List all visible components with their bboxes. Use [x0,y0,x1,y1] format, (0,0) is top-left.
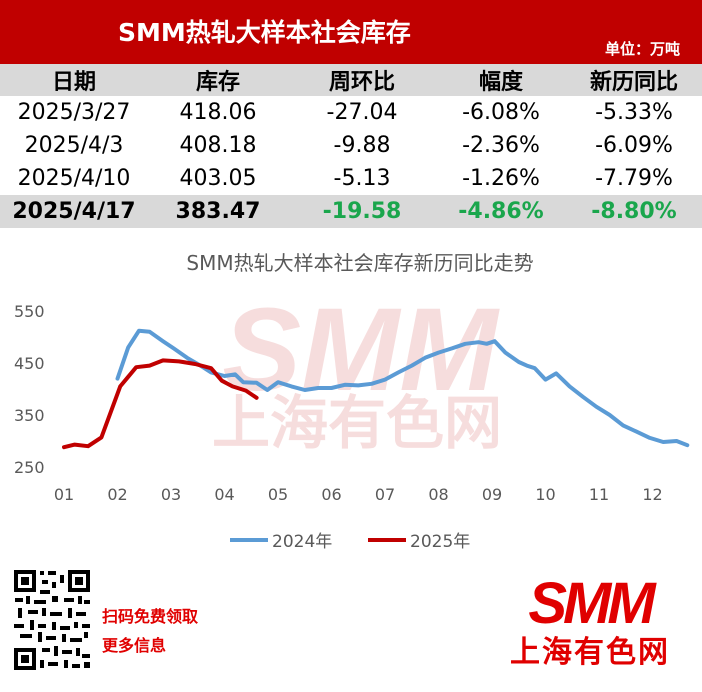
table-row: 2025/4/10 403.05 -5.13 -1.26% -7.79% [0,162,702,195]
x-tick-label: 09 [482,485,502,504]
col-header-wow: 周环比 [288,64,436,96]
cell-pct: -1.26% [462,166,540,191]
series-line-2024年 [115,328,690,448]
watermark: SMM 上海有色网 [212,284,502,457]
cell-inventory: 403.05 [179,166,257,191]
watermark-chinese: 上海有色网 [212,389,502,457]
y-tick-label: 350 [14,406,45,425]
y-axis: 250 350 450 550 [14,302,45,477]
logo-latin: SMM [528,571,655,636]
cell-wow: -19.58 [288,195,436,228]
y-tick-label: 450 [14,354,45,373]
table-row: 2025/4/3 408.18 -9.88 -2.36% -6.09% [0,129,702,162]
x-tick-label: 06 [321,485,341,504]
cell-inventory: 383.47 [148,195,288,228]
x-tick-label: 04 [214,485,234,504]
cell-pct: -2.36% [462,133,540,158]
cell-wow: -27.04 [326,100,398,125]
qr-code-icon[interactable] [12,568,92,672]
table-header-row: 日期 库存 周环比 幅度 新历同比 [0,64,702,96]
x-tick-label: 10 [535,485,555,504]
page-title: SMM热轧大样本社会库存 [118,18,411,47]
x-tick-label: 05 [268,485,288,504]
y-tick-label: 250 [14,458,45,477]
col-header-pct: 幅度 [436,64,566,96]
chart-title: SMM热轧大样本社会库存新历同比走势 [186,251,533,275]
x-tick-label: 11 [589,485,609,504]
legend-label-2025: 2025年 [410,532,470,552]
x-tick-label: 02 [107,485,127,504]
table-row: 2025/3/27 418.06 -27.04 -6.08% -5.33% [0,96,702,129]
header-bar: SMM热轧大样本社会库存 单位：万吨 [0,0,702,64]
cell-wow: -5.13 [333,166,391,191]
cell-pct: -6.08% [462,100,540,125]
x-tick-label: 03 [161,485,181,504]
col-header-yoy: 新历同比 [566,64,702,96]
x-tick-label: 08 [428,485,448,504]
cell-inventory: 418.06 [179,100,257,125]
x-axis: 01 02 03 04 05 06 07 08 09 10 11 12 [54,485,663,504]
cell-pct: -4.86% [436,195,566,228]
qr-caption-line1: 扫码免费领取 [102,607,199,626]
legend: 2024年 2025年 [230,532,470,552]
x-tick-label: 12 [642,485,662,504]
cell-date: 2025/4/17 [0,195,148,228]
cell-wow: -9.88 [333,133,391,158]
qr-caption-line2: 更多信息 [102,636,167,655]
smm-logo: SMM 上海有色网 [500,575,680,675]
col-header-inventory: 库存 [148,64,288,96]
legend-label-2024: 2024年 [272,532,332,552]
cell-yoy: -8.80% [566,195,702,228]
x-tick-label: 01 [54,485,74,504]
series-lines [62,328,690,450]
unit-label: 单位：万吨 [604,40,680,58]
logo-chinese: 上海有色网 [510,635,670,670]
cell-yoy: -7.79% [595,166,673,191]
y-tick-label: 550 [14,302,45,321]
series-line-2025年 [62,358,259,450]
table-row-latest: 2025/4/17 383.47 -19.58 -4.86% -8.80% [0,195,702,228]
watermark-latin: SMM [222,284,500,416]
cell-inventory: 408.18 [179,133,257,158]
x-tick-label: 07 [375,485,395,504]
inventory-line-chart: SMM 上海有色网 SMM热轧大样本社会库存新历同比走势 250 350 450 55… [14,251,690,552]
cell-date: 2025/3/27 [17,100,131,125]
col-header-date: 日期 [0,64,148,96]
cell-yoy: -5.33% [595,100,673,125]
inventory-table: 日期 库存 周环比 幅度 新历同比 2025/3/27 418.06 -27.0… [0,64,702,228]
cell-date: 2025/4/3 [24,133,124,158]
cell-date: 2025/4/10 [17,166,131,191]
cell-yoy: -6.09% [595,133,673,158]
